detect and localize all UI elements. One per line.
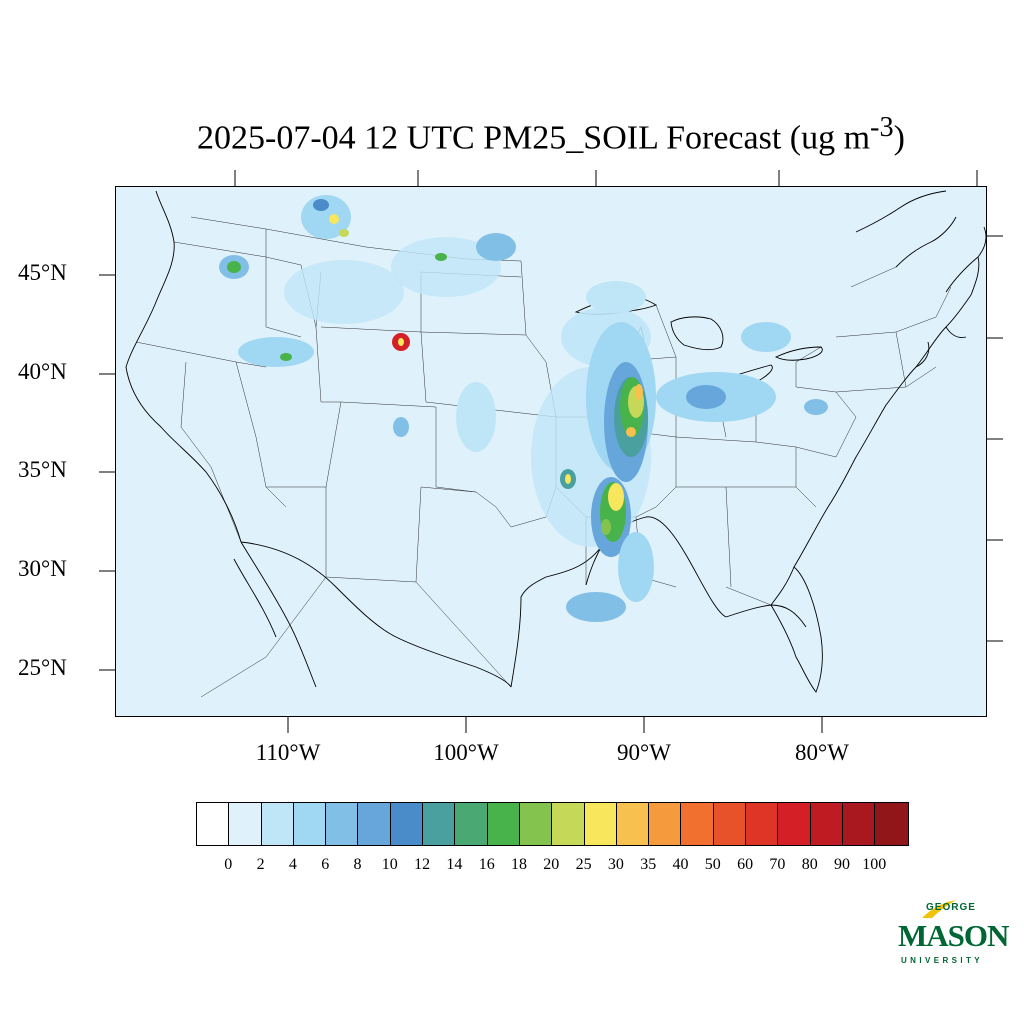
logo-line-george: GEORGE [926, 902, 976, 913]
colorbar-tick-label: 90 [834, 856, 850, 873]
colorbar-tick-label: 8 [353, 856, 362, 873]
colorbar-box [746, 803, 779, 845]
colorbar-box [842, 803, 876, 845]
colorbar-box [681, 803, 714, 845]
colorbar-box [713, 803, 747, 845]
colorbar-tick-label: 0 [224, 856, 233, 873]
lon-label-110w: 110°W [255, 740, 321, 765]
lat-label-25: 25°N [18, 655, 67, 680]
university-logo: GEORGE MASON UNIVERSITY [896, 898, 1009, 968]
lon-label-90w: 90°W [617, 740, 671, 765]
forecast-map [115, 186, 987, 717]
colorbar-tick-label: 16 [478, 856, 495, 873]
lon-label-100w: 100°W [433, 740, 499, 765]
lon-label-80w: 80°W [795, 740, 849, 765]
logo-line-mason: MASON [898, 918, 1009, 953]
colorbar-box [390, 803, 424, 845]
title-superscript: -3 [870, 112, 894, 143]
colorbar-tick-label: 20 [543, 856, 560, 873]
colorbar-box [778, 803, 811, 845]
colorbar-box [326, 803, 359, 845]
map-canvas [116, 187, 986, 716]
colorbar-tick-label: 50 [704, 856, 721, 873]
title-close: ) [893, 119, 905, 157]
concentration-field [219, 195, 828, 622]
colorbar-tick-label: 40 [672, 856, 689, 873]
colorbar-tick-label: 2 [256, 856, 265, 873]
colorbar-box [487, 803, 520, 845]
colorbar-tick-label: 60 [737, 856, 754, 873]
colorbar-box [423, 803, 456, 845]
colorbar-tick-label: 30 [607, 856, 624, 873]
colorbar-box [875, 803, 908, 845]
colorbar-box [293, 803, 327, 845]
colorbar-tick-label: 10 [381, 856, 398, 873]
colorbar-tick-label: 4 [288, 856, 297, 873]
colorbar-box [584, 803, 617, 845]
colorbar-tick-label: 14 [446, 856, 463, 873]
colorbar-tick-label: 70 [769, 856, 786, 873]
map-title: 2025-07-04 12 UTC PM25_SOIL Forecast (ug… [115, 112, 987, 157]
lat-label-35: 35°N [18, 457, 67, 482]
colorbar-tick-label: 80 [801, 856, 818, 873]
colorbar-box [455, 803, 488, 845]
colorbar-box [519, 803, 553, 845]
colorbar-tick-label: 100 [862, 856, 887, 873]
colorbar-tick-label: 6 [321, 856, 330, 873]
lat-label-45: 45°N [18, 260, 67, 285]
colorbar-tick-label: 12 [414, 856, 431, 873]
lat-label-30: 30°N [18, 556, 67, 581]
logo-line-university: UNIVERSITY [901, 956, 984, 965]
colorbar-tick-label: 25 [575, 856, 592, 873]
colorbar-box [616, 803, 650, 845]
colorbar-tick-label: 35 [640, 856, 657, 873]
colorbar [196, 802, 909, 846]
colorbar-box [197, 803, 230, 845]
colorbar-box [358, 803, 391, 845]
colorbar-box [552, 803, 585, 845]
colorbar-box [649, 803, 682, 845]
colorbar-box [261, 803, 294, 845]
title-main: 2025-07-04 12 UTC PM25_SOIL Forecast (ug… [197, 119, 871, 157]
colorbar-tick-label: 18 [511, 856, 527, 873]
colorbar-box [229, 803, 262, 845]
colorbar-box [810, 803, 843, 845]
lat-label-40: 40°N [18, 359, 67, 384]
logo-swoosh-icon [922, 900, 956, 918]
